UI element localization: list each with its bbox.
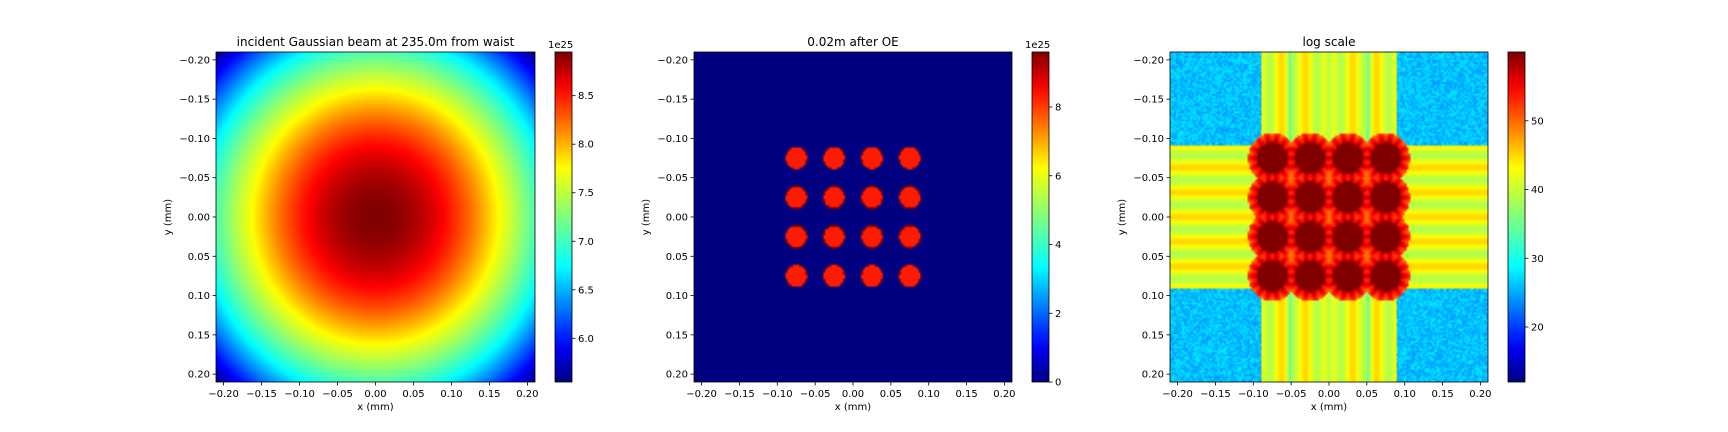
y-tick-label: 0.00 <box>1142 213 1164 224</box>
chart-title: log scale <box>1302 35 1355 49</box>
x-tick-label: 0.15 <box>478 389 500 400</box>
x-tick-label: −0.05 <box>322 389 353 400</box>
x-tick-label: 0.05 <box>402 389 424 400</box>
x-axis-label: x (mm) <box>835 402 871 413</box>
colorbar-tick-label: 7.5 <box>578 188 594 199</box>
x-tick-label: −0.05 <box>1276 389 1307 400</box>
y-tick-label: −0.10 <box>1133 134 1164 145</box>
y-tick-label: −0.15 <box>657 95 688 106</box>
x-tick-label: 0.10 <box>440 389 462 400</box>
x-tick-label: 0.00 <box>364 389 386 400</box>
x-tick-label: −0.20 <box>686 389 717 400</box>
y-tick-label: −0.15 <box>179 95 210 106</box>
y-axis-label: y (mm) <box>641 199 652 235</box>
y-tick-label: 0.20 <box>188 370 210 381</box>
y-tick-label: 0.10 <box>188 291 210 302</box>
y-tick-label: −0.20 <box>657 55 688 66</box>
y-tick-label: 0.10 <box>1142 291 1164 302</box>
y-tick-label: 0.20 <box>1142 370 1164 381</box>
x-tick-label: −0.15 <box>724 389 755 400</box>
y-tick-label: 0.05 <box>666 252 688 263</box>
colorbar <box>1507 51 1526 383</box>
y-tick-label: −0.20 <box>1133 55 1164 66</box>
y-tick-label: 0.05 <box>1142 252 1164 263</box>
x-tick-label: 0.20 <box>516 389 538 400</box>
chart-title: 0.02m after OE <box>807 35 898 49</box>
x-tick-label: 0.00 <box>1318 389 1340 400</box>
colorbar-tick-label: 8 <box>1055 103 1061 114</box>
x-tick-label: 0.20 <box>993 389 1015 400</box>
y-tick-label: 0.00 <box>188 213 210 224</box>
colorbar-tick-label: 20 <box>1531 323 1544 334</box>
colorbar-tick-label: 7.0 <box>578 237 594 248</box>
y-tick-label: 0.20 <box>666 370 688 381</box>
x-tick-label: 0.15 <box>1431 389 1453 400</box>
x-axis-label: x (mm) <box>1311 402 1347 413</box>
x-tick-label: −0.10 <box>1238 389 1269 400</box>
y-tick-label: 0.00 <box>666 213 688 224</box>
x-tick-label: 0.20 <box>1469 389 1491 400</box>
colorbar-offset-label: 1e25 <box>548 40 573 51</box>
x-tick-label: −0.15 <box>1200 389 1231 400</box>
x-tick-label: −0.10 <box>762 389 793 400</box>
colorbar-tick-label: 40 <box>1531 185 1544 196</box>
colorbar-tick-label: 50 <box>1531 116 1544 127</box>
x-tick-label: 0.05 <box>1356 389 1378 400</box>
colorbar <box>554 51 573 383</box>
y-tick-label: 0.10 <box>666 291 688 302</box>
y-tick-label: −0.05 <box>179 173 210 184</box>
y-tick-label: 0.05 <box>188 252 210 263</box>
y-axis-label: y (mm) <box>1117 199 1128 235</box>
chart-title: incident Gaussian beam at 235.0m from wa… <box>237 35 515 49</box>
colorbar-tick-label: 6 <box>1055 171 1061 182</box>
x-axis-label: x (mm) <box>357 402 393 413</box>
x-tick-label: −0.15 <box>246 389 277 400</box>
y-tick-label: 0.15 <box>1142 330 1164 341</box>
heatmap-image <box>1170 52 1488 382</box>
y-tick-label: −0.20 <box>179 55 210 66</box>
x-tick-label: −0.20 <box>208 389 239 400</box>
y-tick-label: −0.05 <box>1133 173 1164 184</box>
colorbar-tick-label: 2 <box>1055 309 1061 320</box>
y-tick-label: −0.05 <box>657 173 688 184</box>
heatmap-image <box>216 52 535 382</box>
y-axis-label: y (mm) <box>163 199 174 235</box>
colorbar-tick-label: 0 <box>1055 378 1061 389</box>
x-tick-label: 0.10 <box>918 389 940 400</box>
y-tick-label: 0.15 <box>188 330 210 341</box>
colorbar-tick-label: 4 <box>1055 240 1061 251</box>
x-tick-label: 0.10 <box>1394 389 1416 400</box>
colorbar-tick-label: 6.5 <box>578 285 594 296</box>
x-tick-label: −0.05 <box>800 389 831 400</box>
y-tick-label: −0.10 <box>179 134 210 145</box>
colorbar-offset-label: 1e25 <box>1025 40 1050 51</box>
heatmap-image <box>694 52 1012 382</box>
y-tick-label: 0.15 <box>666 330 688 341</box>
x-tick-label: −0.20 <box>1162 389 1193 400</box>
x-tick-label: 0.00 <box>842 389 864 400</box>
y-tick-label: −0.15 <box>1133 95 1164 106</box>
x-tick-label: 0.15 <box>955 389 977 400</box>
y-tick-label: −0.10 <box>657 134 688 145</box>
colorbar <box>1031 51 1050 383</box>
colorbar-tick-label: 30 <box>1531 254 1544 265</box>
colorbar-tick-label: 8.0 <box>578 140 594 151</box>
colorbar-tick-label: 8.5 <box>578 91 594 102</box>
colorbar-tick-label: 6.0 <box>578 334 594 345</box>
x-tick-label: −0.10 <box>284 389 315 400</box>
x-tick-label: 0.05 <box>880 389 902 400</box>
